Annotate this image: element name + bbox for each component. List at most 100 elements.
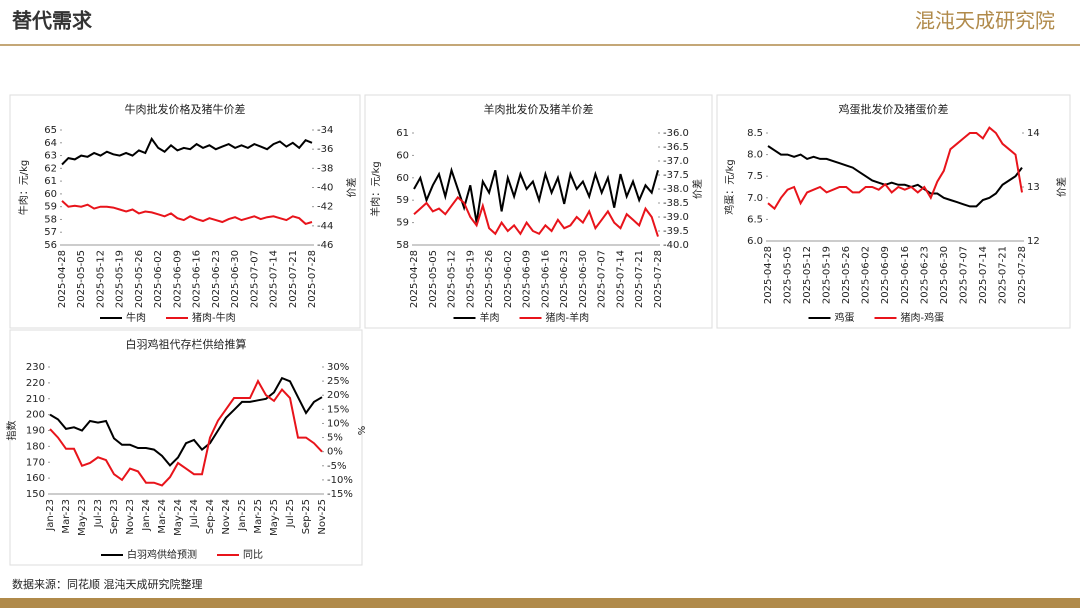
y-axis-label: 牛肉：元/kg	[17, 160, 30, 216]
tick-label: 10%	[327, 418, 349, 429]
chart-title: 牛肉批发价格及猪牛价差	[125, 102, 246, 116]
x-tick-label: 2025-06-16	[540, 250, 551, 308]
x-tick-label: 2025-06-23	[559, 250, 570, 308]
x-tick-label: 2025-06-09	[880, 246, 891, 304]
tick-label: 13	[1027, 182, 1040, 193]
x-tick-label: Jul-25	[285, 499, 296, 528]
x-tick-label: 2025-06-02	[153, 250, 164, 308]
x-tick-label: 2025-06-09	[172, 250, 183, 308]
tick-label: 56	[44, 240, 57, 251]
series-line	[767, 126, 1023, 211]
x-tick-label: Nov-24	[221, 499, 232, 535]
x-tick-label: 2025-07-28	[307, 250, 318, 308]
x-tick-label: 2025-07-07	[597, 250, 608, 308]
tick-label: 7.0	[747, 193, 763, 204]
x-tick-label: Jan-23	[45, 499, 56, 532]
tick-label: 61	[396, 128, 409, 139]
y2-axis-label: 价差	[345, 178, 358, 198]
tick-label: 6.5	[747, 214, 763, 225]
x-tick-label: 2025-05-26	[484, 250, 495, 308]
legend-label: 同比	[243, 549, 263, 561]
x-tick-label: Jan-24	[141, 499, 152, 532]
x-tick-label: 2025-04-28	[763, 246, 774, 304]
x-tick-label: Jan-25	[237, 499, 248, 532]
tick-label: 200	[26, 410, 45, 421]
source-note: 数据来源：同花顺 混沌天成研究院整理	[12, 577, 203, 591]
series-line	[61, 200, 313, 226]
x-tick-label: 2025-07-21	[997, 246, 1008, 304]
x-tick-label: Mar-25	[253, 499, 264, 534]
y-axis-label: 指数	[5, 421, 18, 441]
chart-box	[364, 94, 713, 329]
x-tick-label: 2025-05-05	[76, 250, 87, 308]
x-tick-label: Sep-25	[301, 499, 312, 534]
legend-label: 猪肉-牛肉	[192, 311, 236, 324]
tick-label: 12	[1027, 236, 1040, 247]
x-tick-label: 2025-06-23	[211, 250, 222, 308]
x-tick-label: 2025-05-26	[134, 250, 145, 308]
x-tick-label: 2025-07-14	[978, 246, 989, 304]
tick-label: -40	[317, 183, 333, 194]
tick-label: 62	[44, 163, 57, 174]
x-tick-label: Jul-24	[189, 499, 200, 528]
tick-label: -36.5	[663, 142, 689, 153]
x-tick-label: 2025-06-30	[578, 250, 589, 308]
y2-axis-label: %	[357, 426, 368, 436]
tick-label: -36.0	[663, 128, 689, 139]
tick-label: 60	[396, 173, 409, 184]
tick-label: -34	[317, 125, 333, 136]
tick-label: -38	[317, 163, 333, 174]
series-line	[49, 376, 323, 467]
tick-label: 5%	[327, 433, 343, 444]
tick-label: 20%	[327, 390, 349, 401]
tick-label: 8.5	[747, 128, 763, 139]
tick-label: 60	[396, 150, 409, 161]
x-tick-label: Nov-23	[125, 499, 136, 535]
tick-label: 220	[26, 378, 45, 389]
tick-label: 7.5	[747, 171, 763, 182]
x-tick-label: Jul-23	[93, 499, 104, 528]
x-tick-label: 2025-06-30	[939, 246, 950, 304]
x-tick-label: 2025-05-05	[428, 250, 439, 308]
x-tick-label: 2025-06-23	[919, 246, 930, 304]
y2-axis-label: 价差	[1055, 177, 1068, 197]
tick-label: 0%	[327, 447, 343, 458]
legend-label: 猪肉-鸡蛋	[901, 311, 945, 324]
y-axis-label: 羊肉：元/kg	[369, 161, 382, 217]
x-tick-label: 2025-07-07	[249, 250, 260, 308]
tick-label: 64	[44, 138, 57, 149]
tick-label: 60	[44, 189, 57, 200]
tick-label: -46	[317, 240, 333, 251]
tick-label: -36	[317, 144, 333, 155]
tick-label: 59	[396, 218, 409, 229]
tick-label: 63	[44, 151, 57, 162]
x-tick-label: 2025-07-07	[958, 246, 969, 304]
tick-label: 160	[26, 473, 45, 484]
legend-label: 白羽鸡供给预测	[127, 548, 197, 561]
logo: 混沌天成研究院	[915, 9, 1055, 33]
tick-label: 58	[396, 240, 409, 251]
series-line	[767, 145, 1023, 208]
tick-label: -44	[317, 221, 333, 232]
tick-label: 58	[44, 214, 57, 225]
tick-label: 180	[26, 441, 45, 452]
chart-box	[9, 94, 361, 329]
x-tick-label: 2025-05-12	[447, 250, 458, 308]
x-tick-label: 2025-07-21	[288, 250, 299, 308]
x-tick-label: 2025-05-05	[783, 246, 794, 304]
y-axis-label: 鸡蛋：元/kg	[723, 159, 736, 215]
chart-title: 羊肉批发价及猪羊价差	[484, 102, 594, 116]
chart-box	[9, 329, 363, 566]
tick-label: -39.5	[663, 226, 689, 237]
tick-label: 8.0	[747, 150, 763, 161]
x-tick-label: 2025-05-19	[465, 250, 476, 308]
footer-bar	[0, 598, 1080, 608]
tick-label: -40.0	[663, 240, 689, 251]
x-tick-label: 2025-07-21	[634, 250, 645, 308]
tick-label: -42	[317, 202, 333, 213]
tick-label: 25%	[327, 376, 349, 387]
x-tick-label: 2025-06-02	[861, 246, 872, 304]
x-tick-label: Sep-24	[205, 499, 216, 534]
x-tick-label: 2025-05-12	[802, 246, 813, 304]
x-tick-label: 2025-05-19	[822, 246, 833, 304]
